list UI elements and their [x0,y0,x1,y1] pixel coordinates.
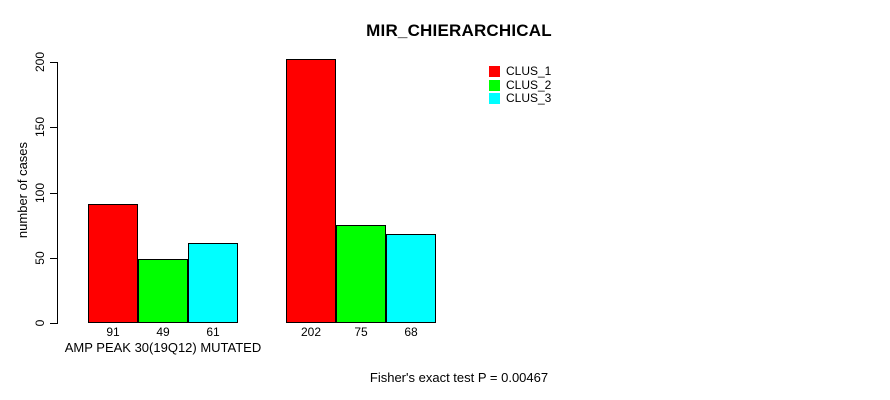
y-axis-tick-label: 100 [33,182,47,204]
y-axis-tick-label: 50 [33,251,47,265]
bar-clus_3-group2 [386,234,436,323]
bar-value-label: 202 [300,325,322,339]
annotation-text: Fisher's exact test P = 0.00467 [369,370,549,385]
bar-value-label: 75 [354,325,368,339]
y-axis-tick [50,62,57,63]
bar-clus_2-group2 [336,225,386,323]
y-axis-tick [50,258,57,259]
legend-item: CLUS_3 [489,92,551,106]
y-axis-tick [50,323,57,324]
legend-label: CLUS_3 [506,91,552,106]
bar-value-label: 61 [206,325,220,339]
bar-clus_1-group2 [286,59,336,323]
legend: CLUS_1 CLUS_2 CLUS_3 [489,65,551,106]
bar-value-label: 91 [106,325,120,339]
legend-item: CLUS_1 [489,65,551,79]
y-axis-tick [50,127,57,128]
legend-label: CLUS_1 [506,64,552,79]
y-axis-tick-label: 150 [33,116,47,138]
legend-item: CLUS_2 [489,77,552,93]
y-axis-tick-label: 200 [33,51,47,73]
y-axis-tick [50,193,57,194]
chart-title: MIR_CHIERARCHICAL [366,21,552,40]
x-group-label: AMP PEAK 30(19Q12) MUTATED [64,340,262,355]
bar-clus_1-group1 [88,204,138,323]
y-axis-title: number of cases [15,141,30,239]
legend-swatch-clus_1 [489,66,500,78]
bar-clus_2-group1 [138,259,188,323]
bar-value-label: 68 [404,325,418,339]
bar-clus_3-group1 [188,243,238,323]
legend-swatch-clus_2 [489,79,500,91]
bar-value-label: 49 [156,325,170,339]
y-axis-line [57,62,58,324]
legend-swatch-clus_3 [489,93,500,105]
y-axis-tick-label: 0 [33,319,47,327]
legend-label: CLUS_2 [506,77,552,92]
